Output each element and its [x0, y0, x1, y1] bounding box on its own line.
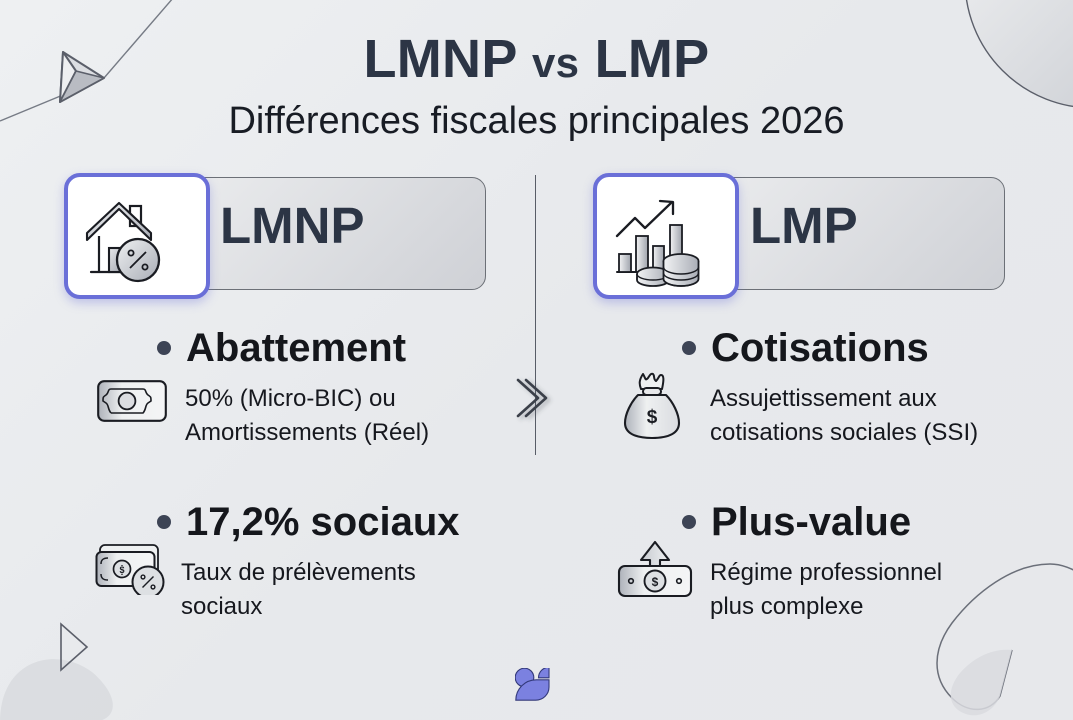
svg-text:$: $: [652, 575, 659, 589]
svg-text:$: $: [647, 407, 658, 428]
svg-text:$: $: [119, 565, 124, 575]
